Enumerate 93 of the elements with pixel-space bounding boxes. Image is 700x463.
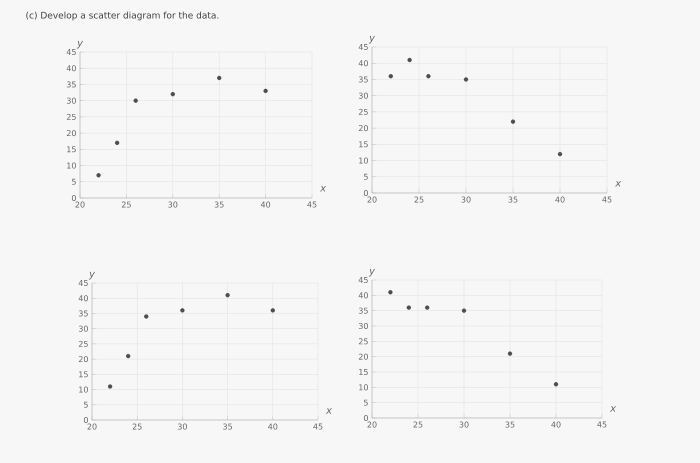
x-tick-label: 30 (178, 424, 187, 430)
y-tick-label: 20 (358, 354, 368, 360)
x-tick-label: 25 (414, 196, 424, 203)
x-tick-label: 40 (555, 196, 565, 203)
y-tick-label: 45 (78, 280, 88, 286)
y-tick-label: 45 (358, 44, 368, 50)
point (388, 74, 394, 78)
x-tick-label: 35 (508, 196, 518, 203)
y-tick-label: 0 (364, 190, 368, 196)
point (96, 173, 101, 178)
y-tick-label: 40 (358, 60, 368, 66)
y-tick-label: 5 (364, 174, 368, 180)
y-tick-label: 45 (66, 49, 76, 55)
point (510, 119, 516, 124)
point (464, 77, 468, 82)
x-tick-label: 35 (223, 424, 232, 430)
y-tick-label: 45 (358, 277, 368, 283)
y-tick-label: 25 (358, 108, 368, 115)
x-tick-label: 45 (313, 424, 322, 430)
x-tick-label: 25 (132, 424, 142, 430)
y-tick-label: 30 (358, 92, 368, 99)
y-tick-label: 20 (358, 125, 368, 132)
x-tick-label: 35 (214, 202, 224, 208)
y-tick-label: 30 (358, 322, 368, 330)
x-axis-title: x (614, 181, 622, 187)
point (225, 292, 230, 298)
y-tick-label: 25 (78, 340, 88, 347)
y-axis-title: y (368, 268, 376, 276)
y-tick-label: 10 (79, 386, 88, 393)
y-tick-label: 40 (66, 65, 76, 72)
y-tick-label: 5 (364, 400, 368, 406)
x-axis-title: x (326, 408, 332, 414)
x-tick-label: 45 (602, 196, 612, 202)
y-tick-label: 35 (358, 308, 368, 314)
y-tick-label: 0 (364, 414, 368, 422)
x-tick-label: 30 (168, 202, 178, 208)
y-axis-title: y (76, 40, 84, 48)
x-tick-label: 40 (551, 422, 561, 428)
point (407, 58, 412, 62)
point (180, 308, 185, 313)
x-tick-label: 30 (462, 196, 471, 203)
point (114, 140, 120, 146)
y-axis-title: y (368, 36, 376, 44)
y-tick-label: 10 (359, 384, 368, 390)
x-tick-label: 25 (122, 202, 131, 208)
point (217, 76, 222, 80)
y-tick-label: 0 (72, 194, 76, 202)
point (406, 305, 412, 310)
y-tick-label: 25 (66, 114, 76, 120)
y-tick-label: 15 (79, 371, 88, 378)
point (508, 351, 512, 356)
point (558, 152, 562, 156)
x-tick-label: 25 (414, 422, 422, 428)
x-tick-label: 45 (597, 422, 606, 428)
point (270, 308, 275, 313)
y-tick-label: 25 (358, 338, 368, 344)
y-tick-label: 40 (358, 292, 368, 298)
point (426, 74, 431, 78)
y-tick-label: 40 (78, 295, 88, 302)
x-tick-label: 30 (460, 422, 469, 428)
y-tick-label: 5 (72, 178, 76, 185)
y-tick-label: 35 (66, 81, 76, 88)
point (425, 305, 430, 310)
x-tick-label: 35 (506, 422, 514, 428)
y-tick-label: 15 (67, 146, 76, 152)
point (388, 290, 393, 294)
x-tick-label: 45 (307, 202, 316, 208)
y-axis-title: y (88, 272, 96, 280)
y-tick-label: 15 (359, 141, 368, 148)
y-tick-label: 35 (358, 76, 368, 82)
point (462, 308, 466, 313)
y-tick-label: 15 (359, 369, 368, 375)
y-tick-label: 30 (78, 326, 88, 332)
y-tick-label: 30 (66, 98, 76, 104)
point (144, 314, 148, 319)
y-tick-label: 0 (84, 416, 88, 424)
x-tick-label: 40 (268, 424, 278, 430)
y-tick-label: 10 (359, 158, 368, 164)
point (126, 354, 130, 358)
chart-title: (c) Develop a scatter diagram for the data. (26, 12, 218, 20)
x-tick-label: 40 (260, 202, 270, 208)
y-tick-label: 35 (78, 310, 88, 316)
point (554, 382, 558, 386)
y-tick-label: 10 (67, 162, 76, 169)
y-tick-label: 5 (84, 402, 88, 408)
point (170, 92, 176, 96)
x-axis-title: x (610, 406, 616, 412)
point (133, 98, 138, 103)
y-tick-label: 20 (78, 356, 88, 362)
y-tick-label: 20 (66, 130, 76, 136)
point (263, 88, 268, 94)
point (108, 384, 112, 389)
x-axis-title: x (320, 186, 326, 192)
